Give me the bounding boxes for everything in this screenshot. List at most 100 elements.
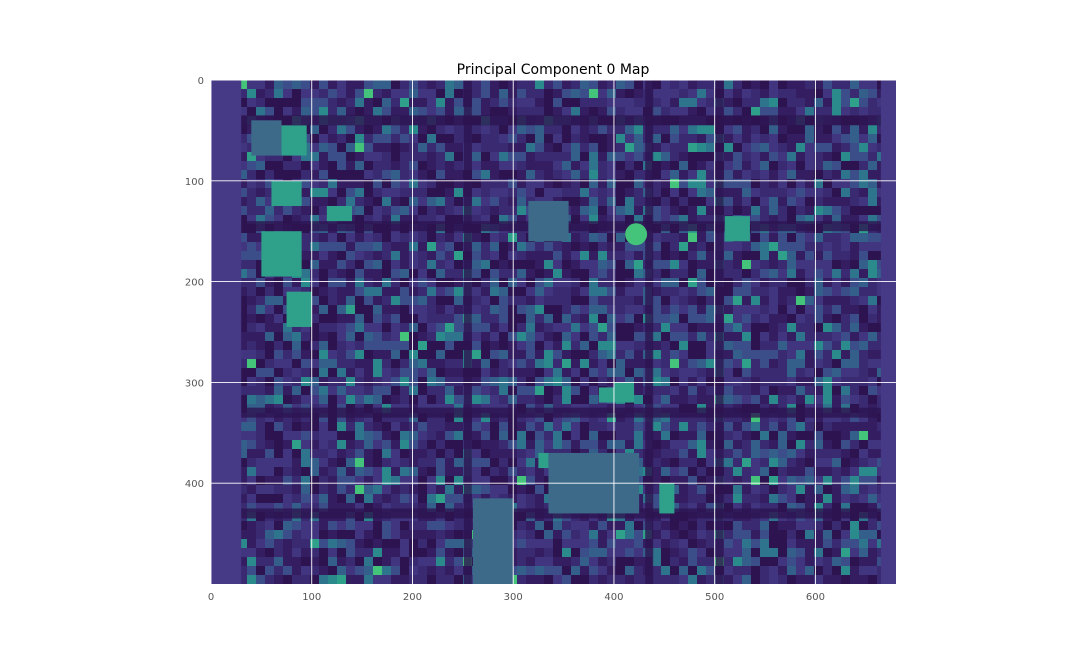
- heatmap-cell: [688, 431, 697, 440]
- heatmap-cell: [787, 530, 796, 539]
- heatmap-cell: [391, 98, 400, 107]
- heatmap-cell: [760, 539, 769, 548]
- heatmap-cell: [373, 170, 382, 179]
- heatmap-cell: [274, 332, 283, 341]
- heatmap-cell: [499, 251, 508, 260]
- heatmap-cell: [436, 188, 445, 197]
- heatmap-cell: [418, 188, 427, 197]
- heatmap-cell: [733, 449, 742, 458]
- heatmap-cell: [256, 485, 265, 494]
- heatmap-cell: [814, 449, 823, 458]
- heatmap-cell: [823, 305, 832, 314]
- heatmap-cell: [562, 323, 571, 332]
- heatmap-cell: [292, 395, 301, 404]
- heatmap-cell: [409, 377, 418, 386]
- heatmap-cell: [805, 305, 814, 314]
- heatmap-cell: [490, 332, 499, 341]
- heatmap-cell: [337, 359, 346, 368]
- heatmap-cell: [688, 197, 697, 206]
- heatmap-cell: [787, 233, 796, 242]
- heatmap-cell: [769, 521, 778, 530]
- heatmap-cell: [535, 152, 544, 161]
- heatmap-cell: [472, 107, 481, 116]
- heatmap-cell: [517, 314, 526, 323]
- heatmap-cell: [607, 143, 616, 152]
- heatmap-cell: [742, 530, 751, 539]
- heatmap-cell: [247, 278, 256, 287]
- heatmap-cell: [292, 80, 301, 89]
- heatmap-cell: [697, 269, 706, 278]
- heatmap-cell: [823, 296, 832, 305]
- heatmap-cell: [319, 242, 328, 251]
- heatmap-cell: [823, 251, 832, 260]
- heatmap-cell: [346, 233, 355, 242]
- heatmap-cell: [544, 440, 553, 449]
- heatmap-cell: [247, 161, 256, 170]
- heatmap-cell: [814, 332, 823, 341]
- heatmap-cell: [859, 80, 868, 89]
- heatmap-cell: [373, 251, 382, 260]
- heatmap-cell: [787, 341, 796, 350]
- heatmap-cell: [814, 287, 823, 296]
- heatmap-cell: [517, 188, 526, 197]
- heatmap-cell: [787, 377, 796, 386]
- heatmap-cell: [445, 422, 454, 431]
- heatmap-cell: [454, 134, 463, 143]
- heatmap-cell: [247, 188, 256, 197]
- heatmap-cell: [634, 422, 643, 431]
- heatmap-cell: [436, 359, 445, 368]
- heatmap-cell: [274, 368, 283, 377]
- heatmap-cell: [274, 458, 283, 467]
- heatmap-cell: [526, 440, 535, 449]
- heatmap-cell: [742, 161, 751, 170]
- heatmap-cell: [688, 269, 697, 278]
- heatmap-cell: [760, 395, 769, 404]
- heatmap-cell: [679, 197, 688, 206]
- heatmap-cell: [616, 332, 625, 341]
- heatmap-cell: [382, 143, 391, 152]
- heatmap-cell: [535, 323, 544, 332]
- heatmap-cell: [769, 296, 778, 305]
- heatmap-cell: [391, 107, 400, 116]
- heatmap-cell: [778, 350, 787, 359]
- heatmap-cell: [445, 233, 454, 242]
- heatmap-cell: [382, 269, 391, 278]
- heatmap-cell: [319, 386, 328, 395]
- heatmap-cell: [769, 341, 778, 350]
- heatmap-cell: [733, 305, 742, 314]
- heatmap-cell: [679, 152, 688, 161]
- heatmap-cell: [724, 422, 733, 431]
- heatmap-cell: [355, 278, 364, 287]
- heatmap-cell: [301, 440, 310, 449]
- heatmap-cell: [517, 206, 526, 215]
- heatmap-cell: [850, 197, 859, 206]
- heatmap-cell: [337, 143, 346, 152]
- heatmap-cell: [292, 152, 301, 161]
- heatmap-cell: [364, 377, 373, 386]
- heatmap-cell: [760, 152, 769, 161]
- heatmap-cell: [418, 179, 427, 188]
- heatmap-cell: [823, 134, 832, 143]
- heatmap-cell: [661, 521, 670, 530]
- heatmap-cell: [337, 557, 346, 566]
- heatmap-cell: [418, 449, 427, 458]
- heatmap-cell: [778, 359, 787, 368]
- heatmap-cell: [373, 260, 382, 269]
- heatmap-cell: [580, 197, 589, 206]
- heatmap-cell: [292, 530, 301, 539]
- heatmap-cell: [337, 467, 346, 476]
- heatmap-cell: [364, 386, 373, 395]
- heatmap-cell: [247, 449, 256, 458]
- heatmap-cell: [634, 395, 643, 404]
- heatmap-cell: [850, 494, 859, 503]
- heatmap-cell: [868, 422, 877, 431]
- heatmap-cell: [598, 143, 607, 152]
- heatmap-cell: [382, 467, 391, 476]
- heatmap-cell: [580, 395, 589, 404]
- heatmap-cell: [859, 215, 868, 224]
- heatmap-cell: [301, 458, 310, 467]
- heatmap-cell: [679, 350, 688, 359]
- heatmap-cell: [265, 323, 274, 332]
- heatmap-cell: [310, 206, 319, 215]
- heatmap-cell: [850, 179, 859, 188]
